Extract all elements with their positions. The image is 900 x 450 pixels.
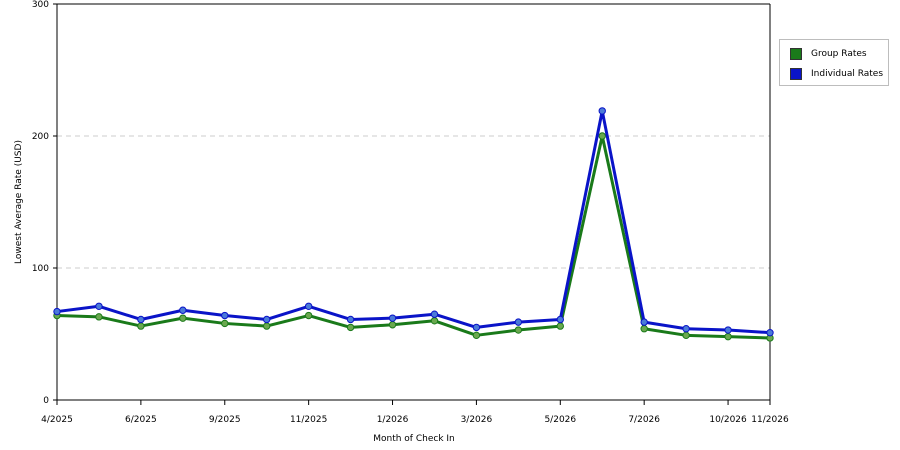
x-tick-label-10: 3/2026: [461, 415, 493, 425]
point-group-rates-10: [472, 331, 481, 340]
point-group-rates-1: [95, 313, 103, 321]
y-tick-label-200: 200: [32, 132, 49, 142]
y-tick-label-300: 300: [32, 0, 49, 10]
point-group-rates-4: [221, 319, 229, 328]
x-tick-label-2: 6/2025: [125, 415, 157, 425]
point-group-rates-16: [724, 332, 732, 341]
point-individual-rates-3: [179, 306, 187, 314]
point-individual-rates-16: [724, 326, 732, 334]
point-individual-rates-8: [388, 314, 397, 322]
x-tick-label-0: 4/2025: [41, 415, 73, 425]
point-group-rates-15: [682, 331, 690, 340]
point-individual-rates-15: [682, 325, 690, 333]
point-group-rates-8: [388, 321, 397, 329]
x-tick-label-12: 5/2026: [544, 415, 576, 425]
point-group-rates-13: [598, 132, 606, 140]
y-axis-ticks: 0 100 200 300: [32, 0, 57, 406]
x-tick-label-8: 1/2026: [377, 415, 409, 425]
point-group-rates-7: [346, 323, 355, 332]
point-individual-rates-0: [53, 307, 61, 316]
legend-item-group-rates: Group Rates: [790, 47, 867, 61]
point-individual-rates-9: [430, 310, 439, 318]
point-group-rates-5: [263, 322, 271, 330]
point-group-rates-14: [640, 325, 648, 333]
point-individual-rates-7: [346, 315, 355, 324]
point-individual-rates-4: [221, 311, 229, 320]
series-line-individual-rates: [56, 109, 771, 335]
point-group-rates-2: [137, 322, 145, 330]
x-tick-label-16: 10/2026: [709, 415, 747, 425]
legend-label-group-rates: Group Rates: [811, 49, 867, 59]
legend-swatch-individual-rates: [790, 68, 802, 80]
axes: [56, 3, 771, 401]
point-individual-rates-13: [598, 107, 606, 115]
grid-lines: [57, 135, 770, 269]
x-axis-title: Month of Check In: [373, 434, 455, 444]
point-individual-rates-6: [304, 302, 313, 310]
point-individual-rates-1: [95, 302, 103, 310]
legend-label-individual-rates: Individual Rates: [811, 69, 884, 79]
point-group-rates-3: [179, 314, 187, 322]
x-tick-label-17: 11/2026: [751, 415, 789, 425]
legend-swatch-group-rates: [790, 48, 802, 60]
x-tick-label-4: 9/2025: [209, 415, 241, 425]
x-axis-ticks: 4/2025 6/2025 9/2025 11/2025 1/2026 3/2026 5/2…: [41, 400, 789, 425]
point-individual-rates-2: [137, 315, 145, 324]
series-layer: [53, 107, 774, 342]
legend: Group Rates Individual Rates: [779, 39, 889, 86]
legend-item-individual-rates: Individual Rates: [790, 67, 883, 81]
point-group-rates-11: [514, 326, 523, 334]
point-group-rates-6: [304, 311, 313, 320]
point-individual-rates-10: [472, 323, 481, 332]
point-group-rates-12: [556, 322, 564, 330]
point-group-rates-9: [430, 317, 439, 325]
point-individual-rates-5: [263, 315, 271, 324]
series-line-group-rates: [56, 134, 771, 340]
point-individual-rates-12: [556, 315, 564, 324]
y-axis-title: Lowest Average Rate (USD): [14, 140, 24, 264]
point-individual-rates-11: [514, 318, 523, 326]
point-individual-rates-17: [766, 328, 774, 337]
y-tick-label-0: 0: [43, 396, 49, 406]
x-tick-label-6: 11/2025: [290, 415, 327, 425]
point-individual-rates-14: [640, 318, 648, 326]
y-tick-label-100: 100: [32, 264, 49, 274]
x-tick-label-14: 7/2026: [628, 415, 660, 425]
